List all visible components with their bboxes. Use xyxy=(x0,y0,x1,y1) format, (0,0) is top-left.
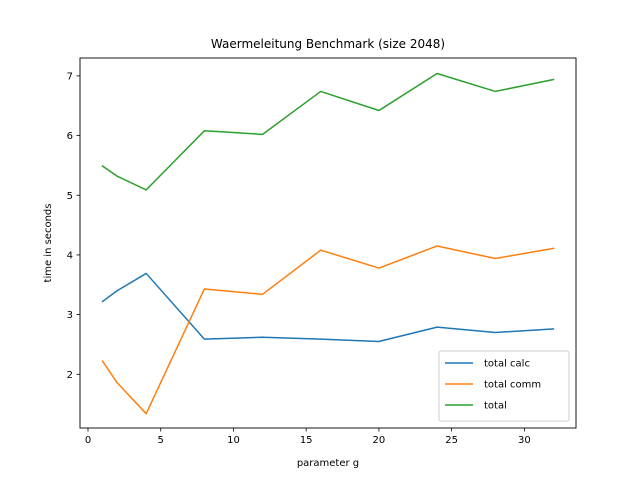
y-axis-ticks: 2 3 4 5 6 7 xyxy=(67,71,80,381)
y-axis-label: time in seconds xyxy=(43,204,54,283)
series-layer xyxy=(101,72,555,415)
x-tick-label: 10 xyxy=(227,435,240,446)
y-tick-label: 5 xyxy=(67,191,73,202)
series-line-total-calc xyxy=(101,272,555,343)
legend-label: total calc xyxy=(484,359,530,370)
x-axis-ticks: 0 5 10 15 20 25 30 xyxy=(85,428,531,446)
x-tick-label: 25 xyxy=(445,435,458,446)
plot-frame xyxy=(79,57,577,429)
x-tick-label: 0 xyxy=(85,435,91,446)
series-line-total xyxy=(101,72,555,191)
legend: total calc total comm total xyxy=(438,350,570,422)
legend-box xyxy=(438,350,570,422)
y-tick-label: 4 xyxy=(67,250,73,261)
x-tick-label: 5 xyxy=(158,435,164,446)
y-tick-label: 7 xyxy=(67,71,73,82)
series-line-total-comm xyxy=(101,245,555,415)
y-tick-label: 3 xyxy=(67,310,73,321)
legend-label: total xyxy=(484,401,507,412)
x-axis-label: parameter g xyxy=(297,458,359,469)
x-tick-label: 30 xyxy=(518,435,531,446)
y-tick-label: 6 xyxy=(67,131,73,142)
chart-title: Waermeleitung Benchmark (size 2048) xyxy=(211,37,445,51)
x-tick-label: 15 xyxy=(300,435,313,446)
y-tick-label: 2 xyxy=(67,370,73,381)
legend-label: total comm xyxy=(484,380,541,391)
x-tick-label: 20 xyxy=(373,435,386,446)
